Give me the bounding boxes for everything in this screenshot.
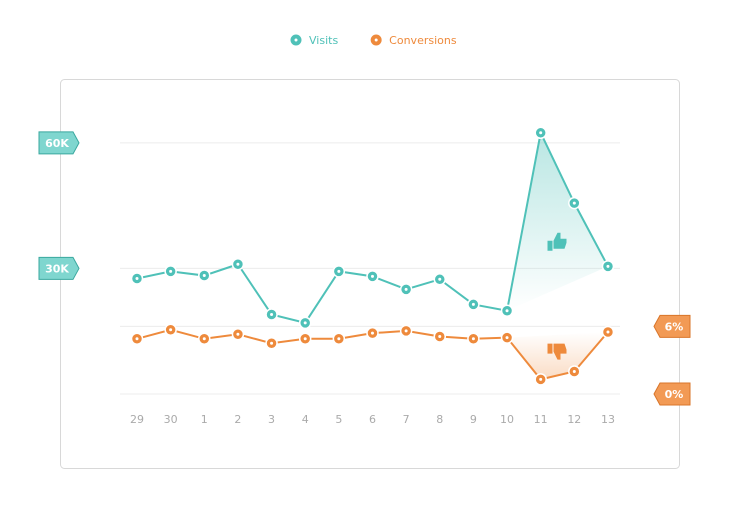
x-tick-label: 11 <box>534 413 548 426</box>
data-point-dot <box>438 335 442 339</box>
data-point-dot <box>135 337 139 341</box>
data-point-dot <box>370 331 374 335</box>
data-point-dot <box>169 269 173 273</box>
data-point-dot <box>438 277 442 281</box>
data-point-dot <box>505 336 509 340</box>
y-tick-label: 60K <box>45 137 69 150</box>
x-tick-label: 29 <box>130 413 144 426</box>
legend-label: Visits <box>309 34 338 47</box>
data-point-dot <box>404 329 408 333</box>
data-point-dot <box>236 332 240 336</box>
y-tick-label: 30K <box>45 262 69 275</box>
x-tick-label: 8 <box>436 413 443 426</box>
x-tick-label: 10 <box>500 413 514 426</box>
data-point-dot <box>236 262 240 266</box>
legend-label: Conversions <box>389 34 457 47</box>
data-point-dot <box>471 302 475 306</box>
x-tick-label: 6 <box>369 413 376 426</box>
data-point-dot <box>337 269 341 273</box>
x-tick-label: 7 <box>403 413 410 426</box>
data-point-dot <box>606 330 610 334</box>
x-tick-label: 12 <box>567 413 581 426</box>
data-point-dot <box>572 201 576 205</box>
data-point-dot <box>539 131 543 135</box>
x-tick-label: 5 <box>335 413 342 426</box>
data-point-dot <box>303 321 307 325</box>
x-tick-label: 4 <box>302 413 309 426</box>
data-point-dot <box>337 337 341 341</box>
data-point-dot <box>471 337 475 341</box>
data-point-dot <box>303 337 307 341</box>
data-point-dot <box>404 287 408 291</box>
data-point-dot <box>370 274 374 278</box>
data-point-dot <box>539 377 543 381</box>
legend-marker-dot <box>374 38 378 42</box>
data-point-dot <box>505 309 509 313</box>
thumb-up-icon <box>547 232 567 251</box>
data-point-dot <box>169 328 173 332</box>
data-point-dot <box>135 276 139 280</box>
x-tick-label: 30 <box>164 413 178 426</box>
x-tick-label: 9 <box>470 413 477 426</box>
y2-tick-label: 6% <box>665 320 684 333</box>
tick-badge <box>38 256 80 280</box>
data-point-dot <box>202 337 206 341</box>
data-point-dot <box>270 341 274 345</box>
x-tick-label: 13 <box>601 413 615 426</box>
x-tick-label: 3 <box>268 413 275 426</box>
x-tick-label: 1 <box>201 413 208 426</box>
data-point-dot <box>202 274 206 278</box>
data-point-dot <box>606 264 610 268</box>
tick-badge <box>653 314 691 338</box>
tick-badge <box>653 382 691 406</box>
y2-tick-label: 0% <box>665 388 684 401</box>
data-point-dot <box>270 312 274 316</box>
legend-marker-dot <box>294 38 298 42</box>
data-point-dot <box>572 369 576 373</box>
thumb-down-icon <box>547 343 567 360</box>
tick-badge <box>38 131 80 155</box>
x-tick-label: 2 <box>234 413 241 426</box>
